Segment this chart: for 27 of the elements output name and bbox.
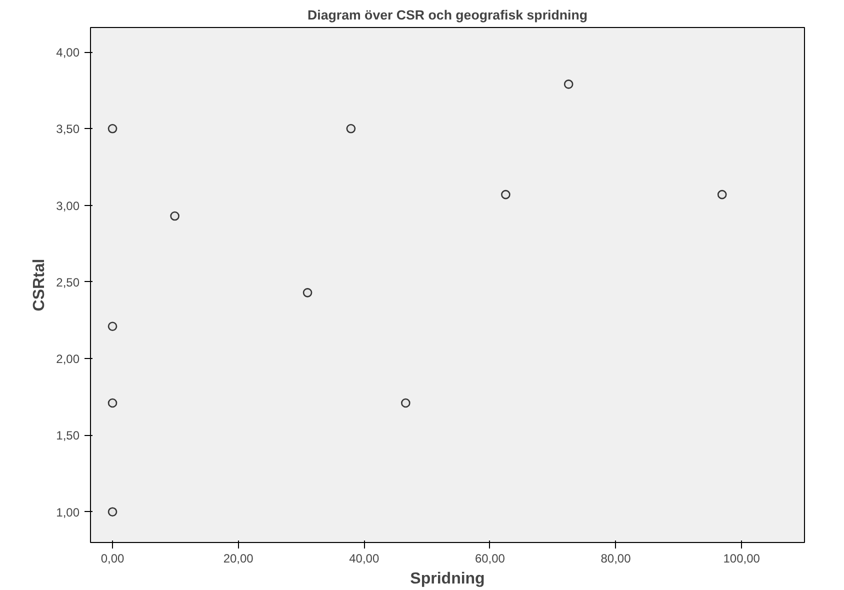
y-tick-label: 3,50: [56, 122, 80, 136]
point: [170, 211, 180, 221]
chart-title: Diagram över CSR och geografisk spridning: [308, 8, 588, 22]
point: [108, 398, 118, 408]
point: [401, 398, 410, 408]
x-tick-label: 0,00: [100, 552, 125, 566]
x-tick-label: 20,00: [223, 552, 254, 566]
y-tick-label: 4,00: [56, 46, 80, 60]
point: [346, 124, 356, 134]
point: [717, 190, 727, 200]
y-tick-label: 1,00: [56, 505, 80, 520]
x-tick-label: 80,00: [600, 552, 632, 566]
y-axis-title: CSRtal: [31, 258, 48, 312]
x-axis-title: Spridning: [410, 570, 485, 588]
point: [564, 80, 574, 89]
x-tick-label: 100,00: [723, 552, 760, 566]
point: [501, 190, 510, 200]
point: [108, 124, 118, 134]
y-tick-label: 1,50: [56, 428, 80, 443]
point: [108, 322, 118, 332]
point: [108, 507, 118, 516]
x-tick-label: 40,00: [349, 552, 380, 566]
x-tick-label: 60,00: [474, 552, 506, 566]
y-tick-label: 2,00: [56, 352, 80, 366]
y-tick-label: 3,00: [56, 198, 80, 213]
y-tick-label: 2,50: [56, 275, 80, 290]
point: [302, 288, 312, 298]
